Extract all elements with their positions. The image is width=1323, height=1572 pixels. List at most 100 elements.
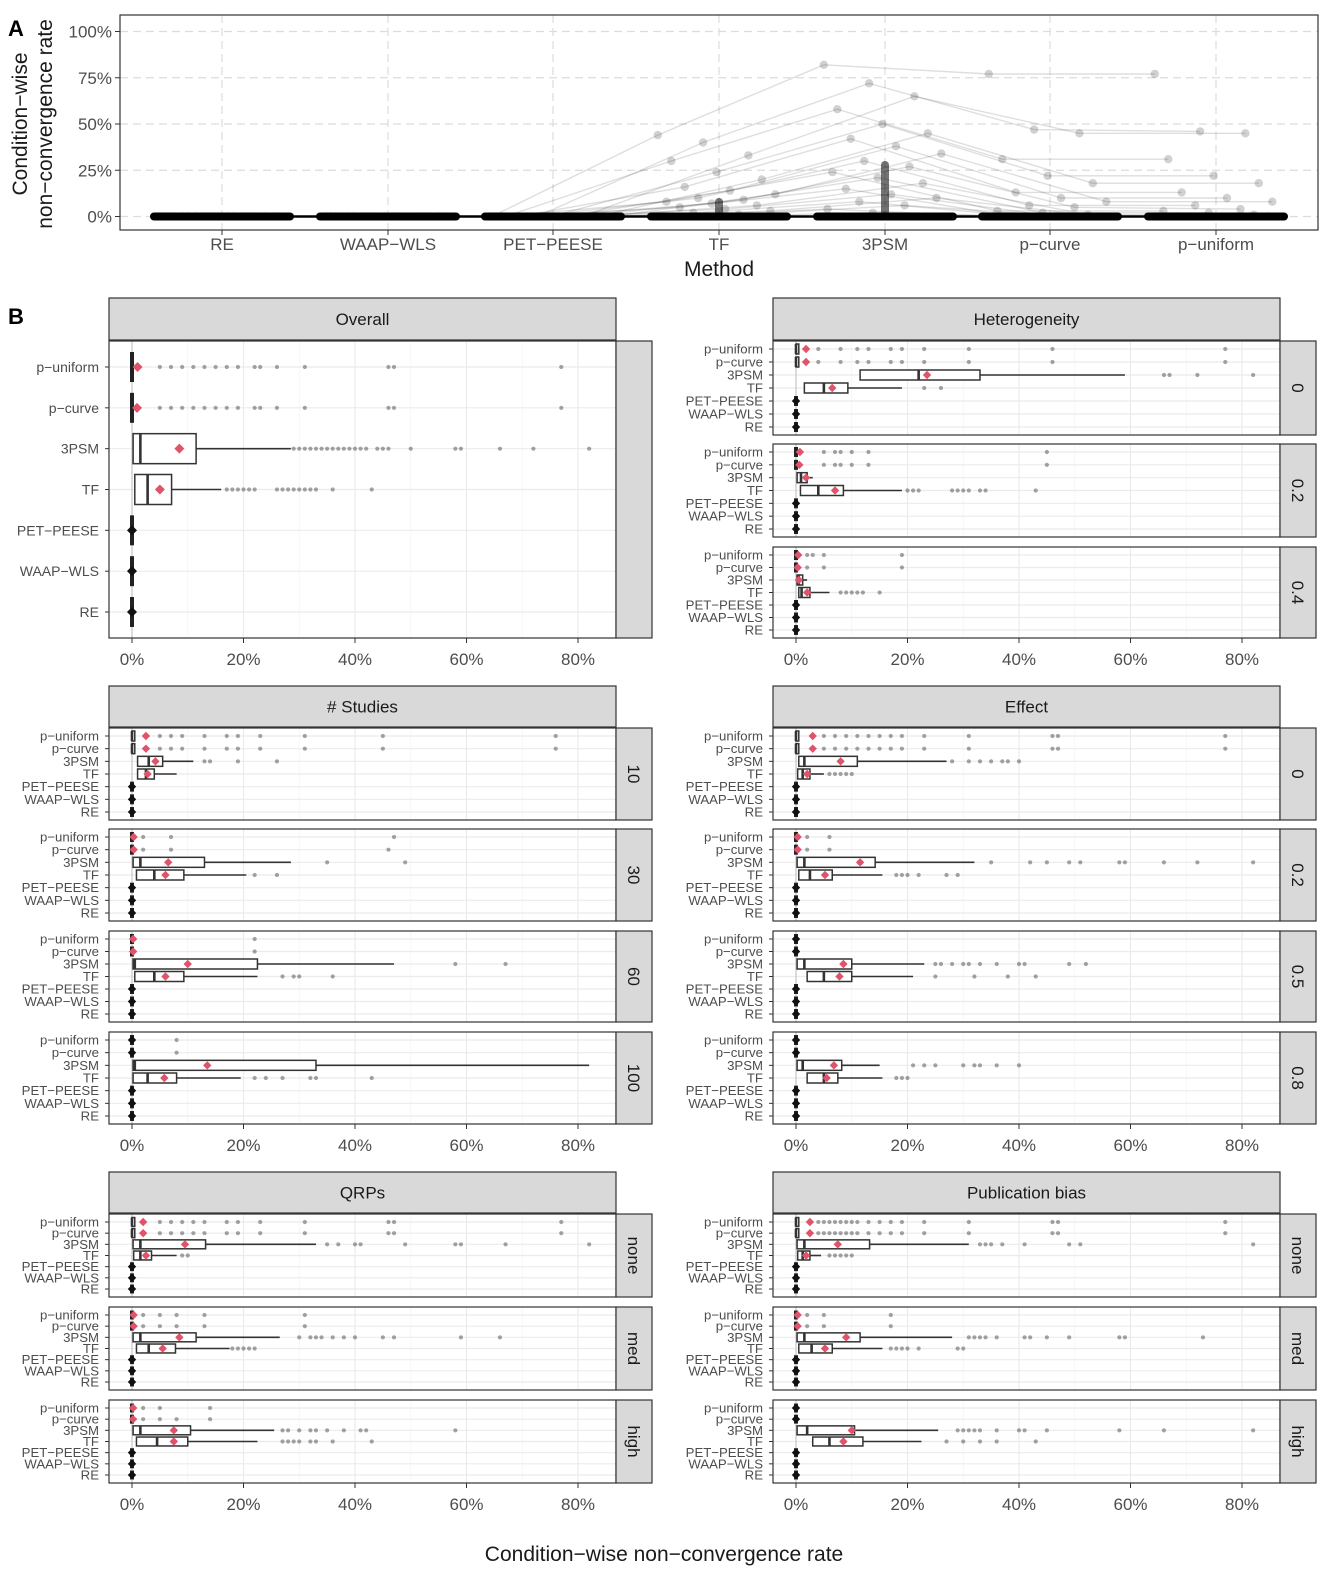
outlier-point-p-uniform (922, 733, 927, 739)
outlier-point-p-uniform (888, 733, 893, 739)
outlier-point-3psm (297, 1335, 302, 1340)
panel-a-point (662, 197, 671, 206)
outlier-point-p-uniform (877, 1219, 882, 1225)
outlier-point-p-uniform (832, 733, 838, 739)
outlier-point-p-uniform (805, 1312, 810, 1318)
y-tick-label: p−curve (716, 1045, 763, 1060)
outlier-point-p-uniform (821, 1312, 826, 1318)
mean-marker-3psm (829, 1061, 839, 1070)
outlier-point-tf (955, 1346, 960, 1351)
outlier-point-p-curve (866, 1231, 871, 1236)
outlier-point-tf (235, 1346, 241, 1351)
box-tf (799, 484, 845, 497)
x-tick-label: 40% (338, 650, 372, 669)
facet-row-label: 0.2 (1288, 479, 1307, 503)
outlier-point-tf (950, 488, 955, 493)
outlier-point-tf (313, 487, 319, 492)
x-tick-label: 40% (338, 1495, 372, 1514)
mean-marker-p-curve (128, 947, 138, 956)
y-tick-label: p−uniform (704, 445, 763, 460)
outlier-point-p-uniform (866, 346, 871, 352)
outlier-point-p-curve (559, 405, 564, 410)
mean-marker-tf (169, 1437, 179, 1446)
outlier-point-tf (369, 1075, 374, 1081)
outlier-point-p-curve (141, 1417, 146, 1422)
outlier-point-p-uniform (866, 733, 871, 739)
outlier-point-p-uniform (866, 1219, 871, 1225)
y-tick-label: WAAP−WLS (24, 1363, 99, 1378)
outlier-point-p-curve (157, 405, 162, 410)
outlier-point-3psm (403, 860, 408, 865)
x-tick-label: 40% (1002, 650, 1036, 669)
panel-a-point (725, 186, 735, 195)
facet-row-label: 30 (624, 866, 643, 885)
y-tick-label: RE (745, 1109, 764, 1124)
outlier-point-p-uniform (832, 449, 838, 455)
outlier-point-p-uniform (224, 364, 229, 370)
y-tick-label: TF (747, 1248, 763, 1263)
mean-marker-p-uniform (138, 1217, 148, 1227)
mean-marker-pet-peese (791, 782, 801, 791)
y-tick-label: PET−PEESE (17, 522, 99, 538)
outlier-point-3psm (308, 1428, 313, 1433)
outlier-point-3psm (1067, 1242, 1072, 1247)
outlier-point-tf (246, 1346, 252, 1351)
y-tick-label: 3PSM (727, 470, 763, 485)
outlier-point-3psm (983, 1335, 988, 1340)
x-tick-label: 20% (226, 650, 260, 669)
y-tick-label: 3PSM (727, 1330, 763, 1345)
mean-marker-re (791, 1470, 801, 1480)
mean-marker-p-curve (793, 1321, 802, 1331)
outlier-point-p-uniform (855, 733, 860, 739)
box-3psm (796, 1059, 843, 1072)
x-tick-label: 20% (890, 1495, 924, 1514)
outlier-point-p-curve (141, 847, 146, 852)
outlier-point-3psm (330, 446, 335, 451)
y-tick-label: TF (747, 969, 763, 984)
outlier-point-p-curve (302, 1324, 307, 1329)
outlier-point-tf (241, 1346, 246, 1351)
outlier-point-p-uniform (821, 449, 826, 455)
outlier-point-p-curve (1055, 746, 1061, 751)
facet-panel: p−uniformp−curve3PSMTFPET−PEESEWAAP−WLSR… (686, 930, 1317, 1023)
y-tick-label: WAAP−WLS (688, 1096, 763, 1111)
y-tick-label: PET−PEESE (686, 1445, 764, 1460)
outlier-point-p-curve (191, 405, 196, 410)
x-tick-label: 0% (784, 1495, 809, 1514)
outlier-point-tf (827, 771, 832, 777)
panel-a-point (1075, 129, 1084, 138)
y-tick-label: TF (747, 1071, 763, 1086)
outlier-point-tf (185, 1253, 190, 1258)
facet-panel: p−uniformp−curve3PSMTFPET−PEESEWAAP−WLSR… (686, 1213, 1317, 1298)
outlier-point-tf (286, 1439, 291, 1444)
mean-marker-re (127, 1111, 137, 1121)
outlier-point-p-uniform (180, 364, 185, 370)
outlier-point-tf (252, 487, 257, 492)
mean-marker-waap-wls (791, 795, 801, 804)
y-tick-label: p−uniform (704, 548, 763, 563)
outlier-point-3psm (977, 1335, 983, 1340)
outlier-point-p-curve (821, 746, 826, 751)
outlier-point-p-curve (821, 565, 826, 570)
outlier-point-3psm (453, 1242, 458, 1247)
mean-marker-p-curve (129, 1321, 138, 1331)
outlier-point-p-uniform (855, 346, 860, 352)
mean-marker-waap-wls (127, 1099, 137, 1108)
outlier-point-p-curve (202, 746, 207, 751)
outlier-point-3psm (983, 1242, 988, 1247)
outlier-point-p-uniform (838, 1219, 843, 1225)
mean-marker-waap-wls (791, 1366, 801, 1376)
outlier-point-p-uniform (888, 346, 893, 352)
outlier-point-p-curve (391, 1231, 397, 1236)
y-tick-label: WAAP−WLS (24, 1096, 99, 1111)
outlier-point-3psm (972, 1428, 977, 1433)
outlier-point-3psm (313, 1428, 319, 1433)
outlier-point-3psm (352, 1242, 358, 1247)
outlier-point-tf (330, 974, 335, 979)
mean-marker-pet-peese (791, 984, 801, 994)
outlier-point-p-uniform (1050, 733, 1055, 739)
y-tick-label: TF (747, 483, 763, 498)
outlier-point-p-curve (805, 847, 810, 852)
outlier-point-p-uniform (258, 1219, 263, 1225)
outlier-point-p-uniform (855, 1219, 860, 1225)
